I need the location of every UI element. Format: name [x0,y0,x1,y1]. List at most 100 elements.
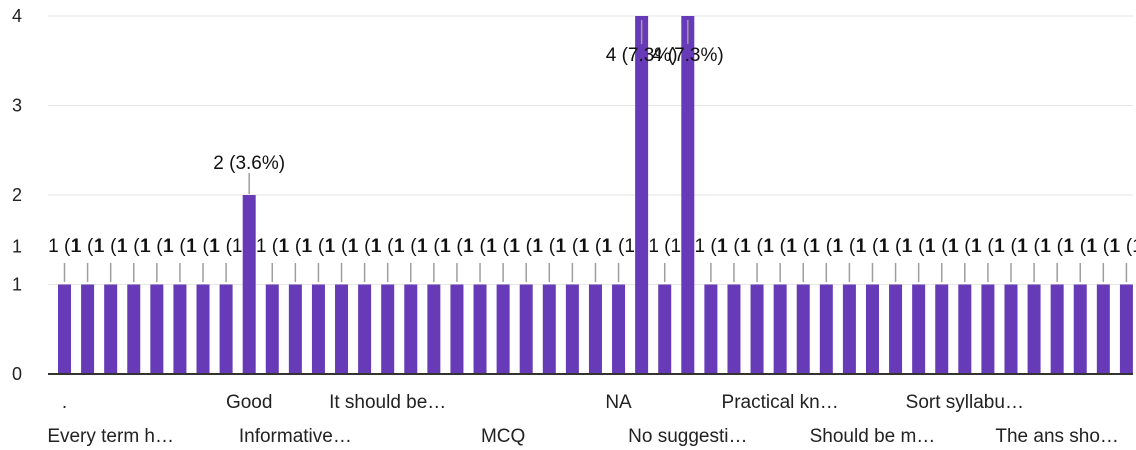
data-label: 1 (1 [279,236,312,257]
bar [704,284,718,374]
bar [1096,284,1110,374]
bar [935,284,949,374]
y-tick-label: 1 [12,275,22,295]
y-tick-label: 1 [12,237,22,257]
bar [1004,284,1018,374]
bar [81,284,95,374]
bar [658,284,672,374]
bar [358,284,372,374]
x-category-label: . [62,392,67,413]
data-label: 1 (1 [787,236,820,257]
bar [127,284,141,374]
bar [519,284,533,374]
bar [450,284,464,374]
data-label: 1 (1 [764,236,797,257]
bar [612,284,626,374]
bar [288,284,302,374]
bar [496,284,510,374]
data-label: 1 (1 [948,236,981,257]
bar [173,284,187,374]
data-label: 1 (1 [302,236,335,257]
bar [427,284,441,374]
data-label: 1 (1 [718,236,751,257]
data-label: 2 (3.6%) [213,153,285,174]
y-tick-label: 4 [12,6,22,26]
data-label: 1 (1 [417,236,450,257]
bar [404,284,418,374]
bar [242,195,256,374]
x-category-label: MCQ [481,426,525,447]
data-label: 1 (1 [210,236,243,257]
bar [635,16,649,374]
bar [219,284,233,374]
data-label: 1 (1 [1110,236,1136,257]
data-label: 1 (1 [325,236,358,257]
data-label: 1 (1 [810,236,843,257]
label-leader-lines [63,20,1128,282]
data-label: 1 (1 [464,236,497,257]
x-category-label: Informative… [239,426,352,447]
bar [750,284,764,374]
data-label: 1 (1 [164,236,197,257]
bar [865,284,879,374]
bar [981,284,995,374]
bar [796,284,810,374]
data-label: 1 (1 [1018,236,1051,257]
data-label: 1 (1 [487,236,520,257]
data-label: 1 (1 [48,236,81,257]
y-tick-label: 0 [12,364,22,384]
data-label: 1 (1 [256,236,289,257]
data-label: 1 (1 [556,236,589,257]
data-label: 1 (1 [140,236,173,257]
y-tick-label: 3 [12,96,22,116]
data-label: 1 (1 [648,236,681,257]
data-label: 1 (1 [925,236,958,257]
data-label: 1 (1 [510,236,543,257]
bar [1073,284,1087,374]
data-label: 1 (1 [394,236,427,257]
data-label: 1 (1 [856,236,889,257]
bar [819,284,833,374]
data-label: 1 (1 [833,236,866,257]
x-category-label: Good [226,392,272,413]
bar [311,284,325,374]
data-label: 4 (7.3%) [606,45,678,66]
bar [842,284,856,374]
x-axis-category-labels: . Every term h… Good Informative… It should … [47,392,1119,447]
bar [1027,284,1041,374]
bar [889,284,903,374]
bar [588,284,602,374]
data-label: 1 (1 [972,236,1005,257]
data-label: 1 (1 [879,236,912,257]
bar [727,284,741,374]
bar [1050,284,1064,374]
data-label: 1 (1 [1041,236,1074,257]
bar [335,284,349,374]
data-labels: 1 (11 (11 (11 (11 (11 (11 (11 (12 (3.6%)… [48,45,1136,257]
data-label: 1 (1 [348,236,381,257]
x-category-label: Every term h… [47,426,174,447]
data-label: 1 (1 [533,236,566,257]
data-label: 1 (1 [741,236,774,257]
bar [773,284,787,374]
x-category-label: Should be m… [810,426,936,447]
bar [542,284,556,374]
x-category-label: It should be… [329,392,446,413]
bar [565,284,579,374]
data-label: 1 (1 [117,236,150,257]
bar [912,284,926,374]
bar [1119,284,1133,374]
x-category-label: The ans sho… [995,426,1119,447]
bar [681,16,695,374]
data-label: 1 (1 [187,236,220,257]
x-category-label: No suggesti… [628,426,747,447]
x-category-label: Practical kn… [722,392,839,413]
data-label: 1 (1 [902,236,935,257]
data-label: 1 (1 [995,236,1028,257]
data-label: 1 (1 [94,236,127,257]
x-category-label: Sort syllabu… [906,392,1024,413]
bars [58,16,1133,374]
data-label: 1 (1 [371,236,404,257]
bar [381,284,395,374]
